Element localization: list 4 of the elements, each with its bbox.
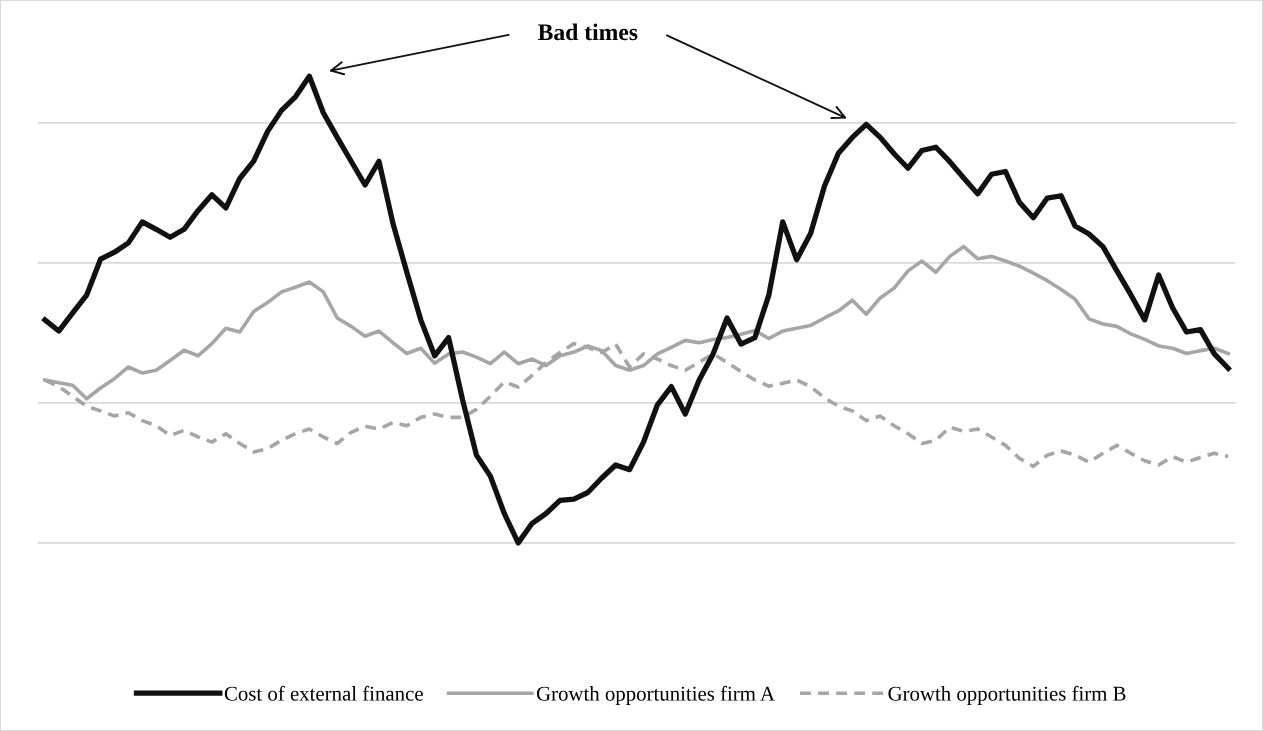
legend-label: Growth opportunities firm B — [888, 685, 1126, 705]
text: Bad times — [538, 23, 638, 41]
legend-label: Growth opportunities firm A — [536, 685, 775, 705]
legend-label: Cost of external finance — [224, 685, 423, 701]
